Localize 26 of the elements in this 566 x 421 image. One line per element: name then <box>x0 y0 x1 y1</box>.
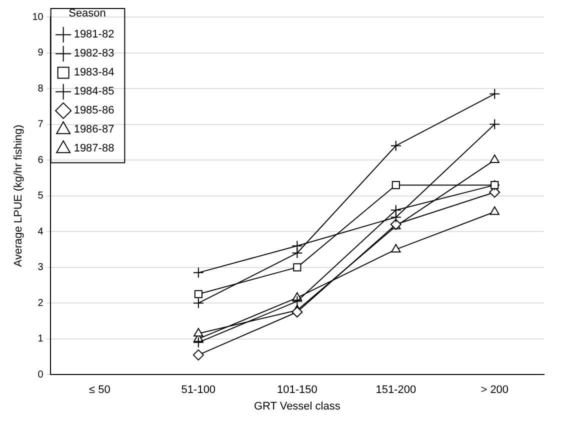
x-tick-label: 101-150 <box>276 384 318 396</box>
y-tick-label: 1 <box>38 334 44 345</box>
y-tick-label: 6 <box>38 154 44 166</box>
legend-label: 1987-88 <box>74 142 114 155</box>
legend-label: 1986-87 <box>74 124 114 136</box>
x-tick-label: 51-100 <box>181 384 216 396</box>
x-tick-label: > 200 <box>480 384 509 396</box>
y-tick-label: 2 <box>38 298 44 309</box>
y-tick-label: 0 <box>38 369 44 380</box>
y-tick-label: 10 <box>32 12 44 23</box>
legend-label: 1983-84 <box>74 66 114 79</box>
y-tick-label: 7 <box>38 119 44 130</box>
y-tick-label: 8 <box>38 83 44 94</box>
y-tick-label: 4 <box>38 226 44 238</box>
x-tick-label: ≤ 50 <box>89 384 110 396</box>
legend-label: 1985-86 <box>74 104 114 117</box>
legend-title: Season <box>68 8 106 20</box>
legend-label: 1981-82 <box>74 28 114 41</box>
x-tick-label: 151-200 <box>376 384 416 396</box>
y-tick-label: 9 <box>38 48 44 59</box>
y-tick-label: 3 <box>38 262 44 274</box>
y-tick-label: 5 <box>38 190 44 202</box>
y-axis-title: Average LPUE (kg/hr fishing) <box>12 124 25 267</box>
legend-label: 1984-85 <box>74 86 114 98</box>
x-axis-title: GRT Vessel class <box>254 400 341 412</box>
legend-label: 1982-83 <box>74 48 114 60</box>
